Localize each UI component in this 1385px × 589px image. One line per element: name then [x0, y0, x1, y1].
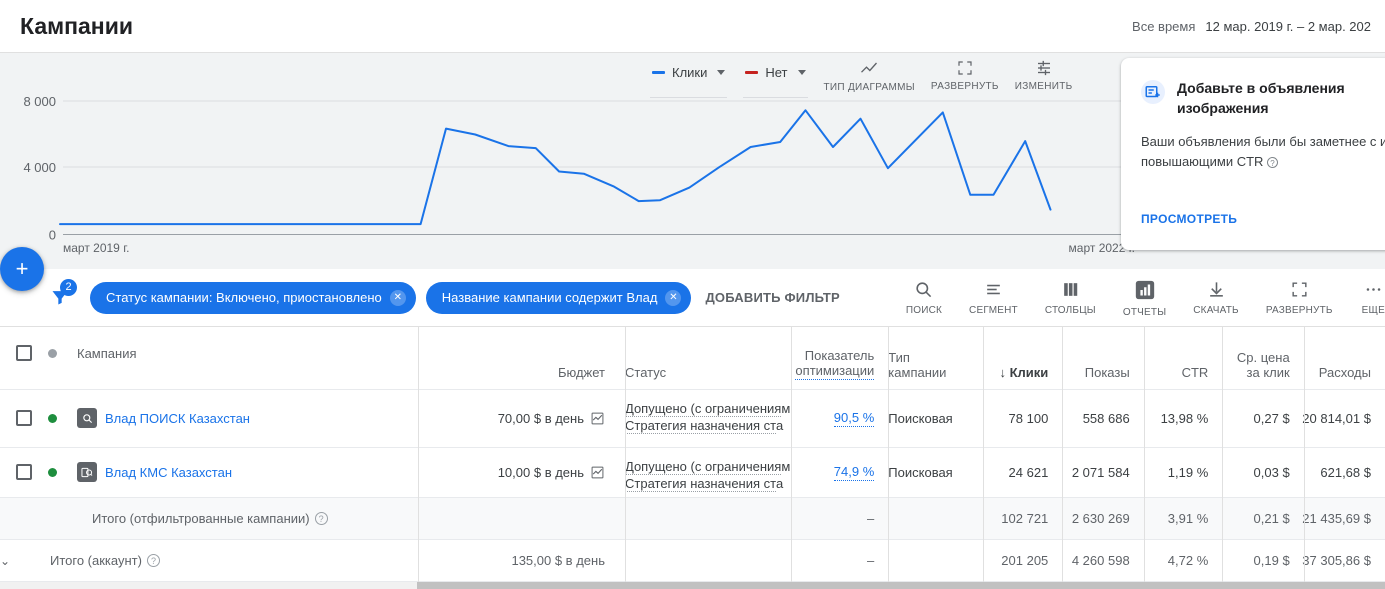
svg-text:март 2019 г.: март 2019 г. — [63, 241, 129, 255]
svg-text:4 000: 4 000 — [23, 160, 56, 175]
svg-text:0: 0 — [49, 228, 56, 243]
svg-text:8 000: 8 000 — [23, 94, 56, 109]
